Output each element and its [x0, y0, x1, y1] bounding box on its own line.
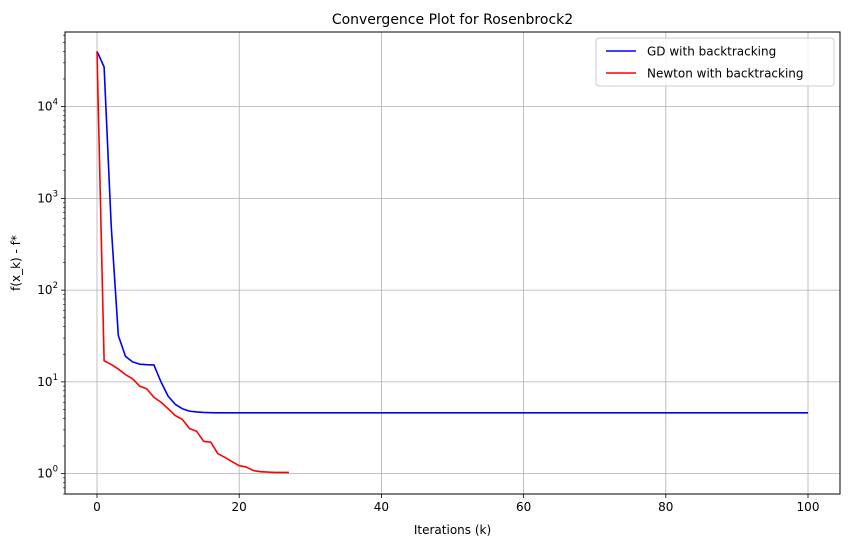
y-tick-label: 102	[37, 281, 58, 297]
y-tick-label: 100	[37, 465, 58, 481]
legend-label-newton: Newton with backtracking	[647, 67, 804, 81]
plot-area	[65, 32, 840, 494]
x-tick-label: 40	[374, 500, 389, 514]
legend-box	[595, 37, 835, 87]
series-line-newton	[96, 51, 289, 474]
x-tick-label: 100	[797, 500, 820, 514]
grid-lines	[65, 32, 840, 494]
y-axis-label: f(x_k) - f*	[9, 235, 23, 291]
x-axis-ticks: 0 20 40 60 80 100	[93, 494, 819, 514]
x-tick-label: 60	[516, 500, 531, 514]
y-axis-ticks: 100 101 102 103 104	[37, 34, 65, 495]
plot-frame	[64, 31, 841, 495]
series-line-gd	[96, 51, 808, 414]
legend-label-gd: GD with backtracking	[647, 45, 776, 59]
x-tick-label: 0	[93, 500, 101, 514]
legend: GD with backtracking Newton with backtra…	[595, 37, 835, 87]
y-tick-label: 104	[37, 98, 58, 114]
chart-title: Convergence Plot for Rosenbrock2	[332, 12, 573, 28]
x-axis-label: Iterations (k)	[414, 523, 491, 537]
y-tick-label: 103	[37, 189, 58, 205]
y-tick-label: 101	[37, 373, 58, 389]
x-tick-label: 80	[658, 500, 673, 514]
series-lines	[96, 51, 808, 474]
x-tick-label: 20	[232, 500, 247, 514]
